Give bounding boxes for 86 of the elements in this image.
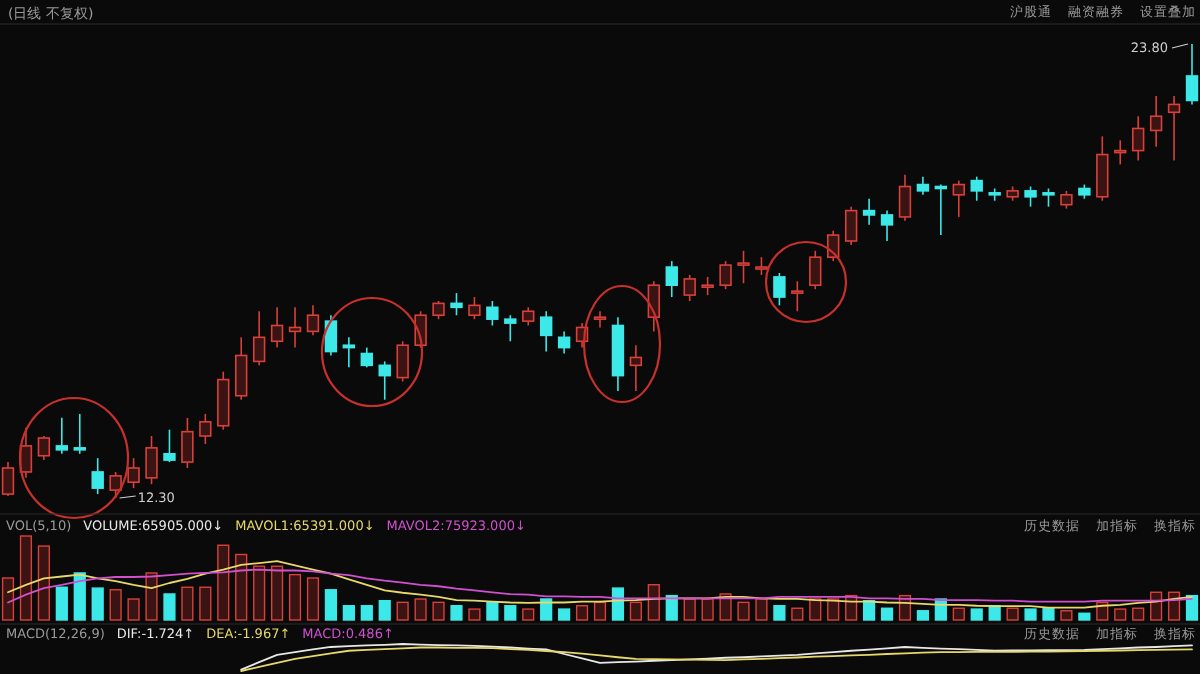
bar (55, 586, 68, 621)
bar (324, 589, 338, 621)
candlestick (557, 330, 571, 355)
candlestick (73, 413, 86, 455)
candlestick (629, 344, 643, 392)
bar (19, 535, 33, 621)
bar (288, 573, 302, 621)
bar (683, 598, 696, 621)
candlestick (952, 179, 965, 218)
candlestick (1131, 115, 1145, 162)
candlestick (916, 175, 930, 196)
bar (1042, 607, 1055, 621)
bar (306, 577, 320, 621)
bar (575, 605, 589, 621)
bar (540, 598, 553, 621)
bar (791, 607, 804, 621)
bar (862, 599, 876, 621)
bar (235, 553, 248, 621)
candlestick (217, 370, 230, 431)
candlestick (1167, 95, 1181, 162)
bar (342, 605, 355, 621)
bar (37, 545, 50, 621)
bar (181, 586, 194, 621)
candlestick (970, 175, 983, 202)
candlestick (306, 304, 320, 337)
bar (737, 601, 750, 621)
bar (880, 607, 894, 621)
bar (773, 605, 786, 621)
candlestick (665, 260, 678, 298)
bar (558, 608, 571, 621)
bar (414, 598, 427, 621)
bar (593, 601, 607, 621)
bar (522, 608, 535, 621)
bar (253, 565, 266, 621)
bar (916, 610, 930, 621)
bar (1114, 608, 1127, 621)
bar (163, 593, 176, 621)
bar (217, 544, 230, 621)
bar (629, 601, 642, 621)
bar (809, 598, 822, 621)
candlestick (611, 316, 625, 392)
bar (647, 584, 660, 621)
bar (504, 605, 517, 621)
bar (1, 577, 15, 621)
bar (827, 598, 840, 621)
bar (1060, 610, 1073, 621)
candlestick (593, 310, 607, 329)
candlestick (288, 306, 302, 349)
bar (1185, 594, 1199, 621)
bar (127, 598, 140, 621)
bar (109, 589, 122, 621)
bar (145, 572, 158, 621)
bar (468, 608, 481, 621)
bar (665, 594, 678, 621)
bar (450, 605, 463, 621)
candlestick (342, 336, 356, 369)
bar (1132, 607, 1145, 621)
bar (270, 565, 284, 621)
bar (952, 607, 965, 621)
candlestick (378, 360, 391, 401)
bar (91, 587, 104, 621)
bar (970, 608, 983, 621)
bar (378, 599, 391, 621)
bar (755, 598, 768, 621)
candlestick (235, 336, 248, 401)
bar (396, 601, 409, 621)
candlestick (539, 310, 553, 353)
bar (360, 605, 373, 621)
bar (199, 586, 212, 621)
candlestick (55, 417, 69, 455)
candlestick (270, 306, 284, 349)
bar (1024, 608, 1037, 621)
bar (1006, 607, 1019, 621)
bar (1150, 591, 1163, 621)
candlestick (252, 310, 266, 367)
bar (432, 601, 445, 621)
candlestick (1149, 95, 1163, 148)
candlestick (862, 197, 876, 226)
bar (486, 601, 499, 621)
bar (73, 572, 86, 621)
candlestick (898, 173, 912, 222)
bar (701, 598, 714, 621)
bar (1078, 612, 1091, 621)
candlestick (844, 205, 858, 246)
bar (1096, 601, 1109, 621)
candlestick (1185, 43, 1199, 106)
